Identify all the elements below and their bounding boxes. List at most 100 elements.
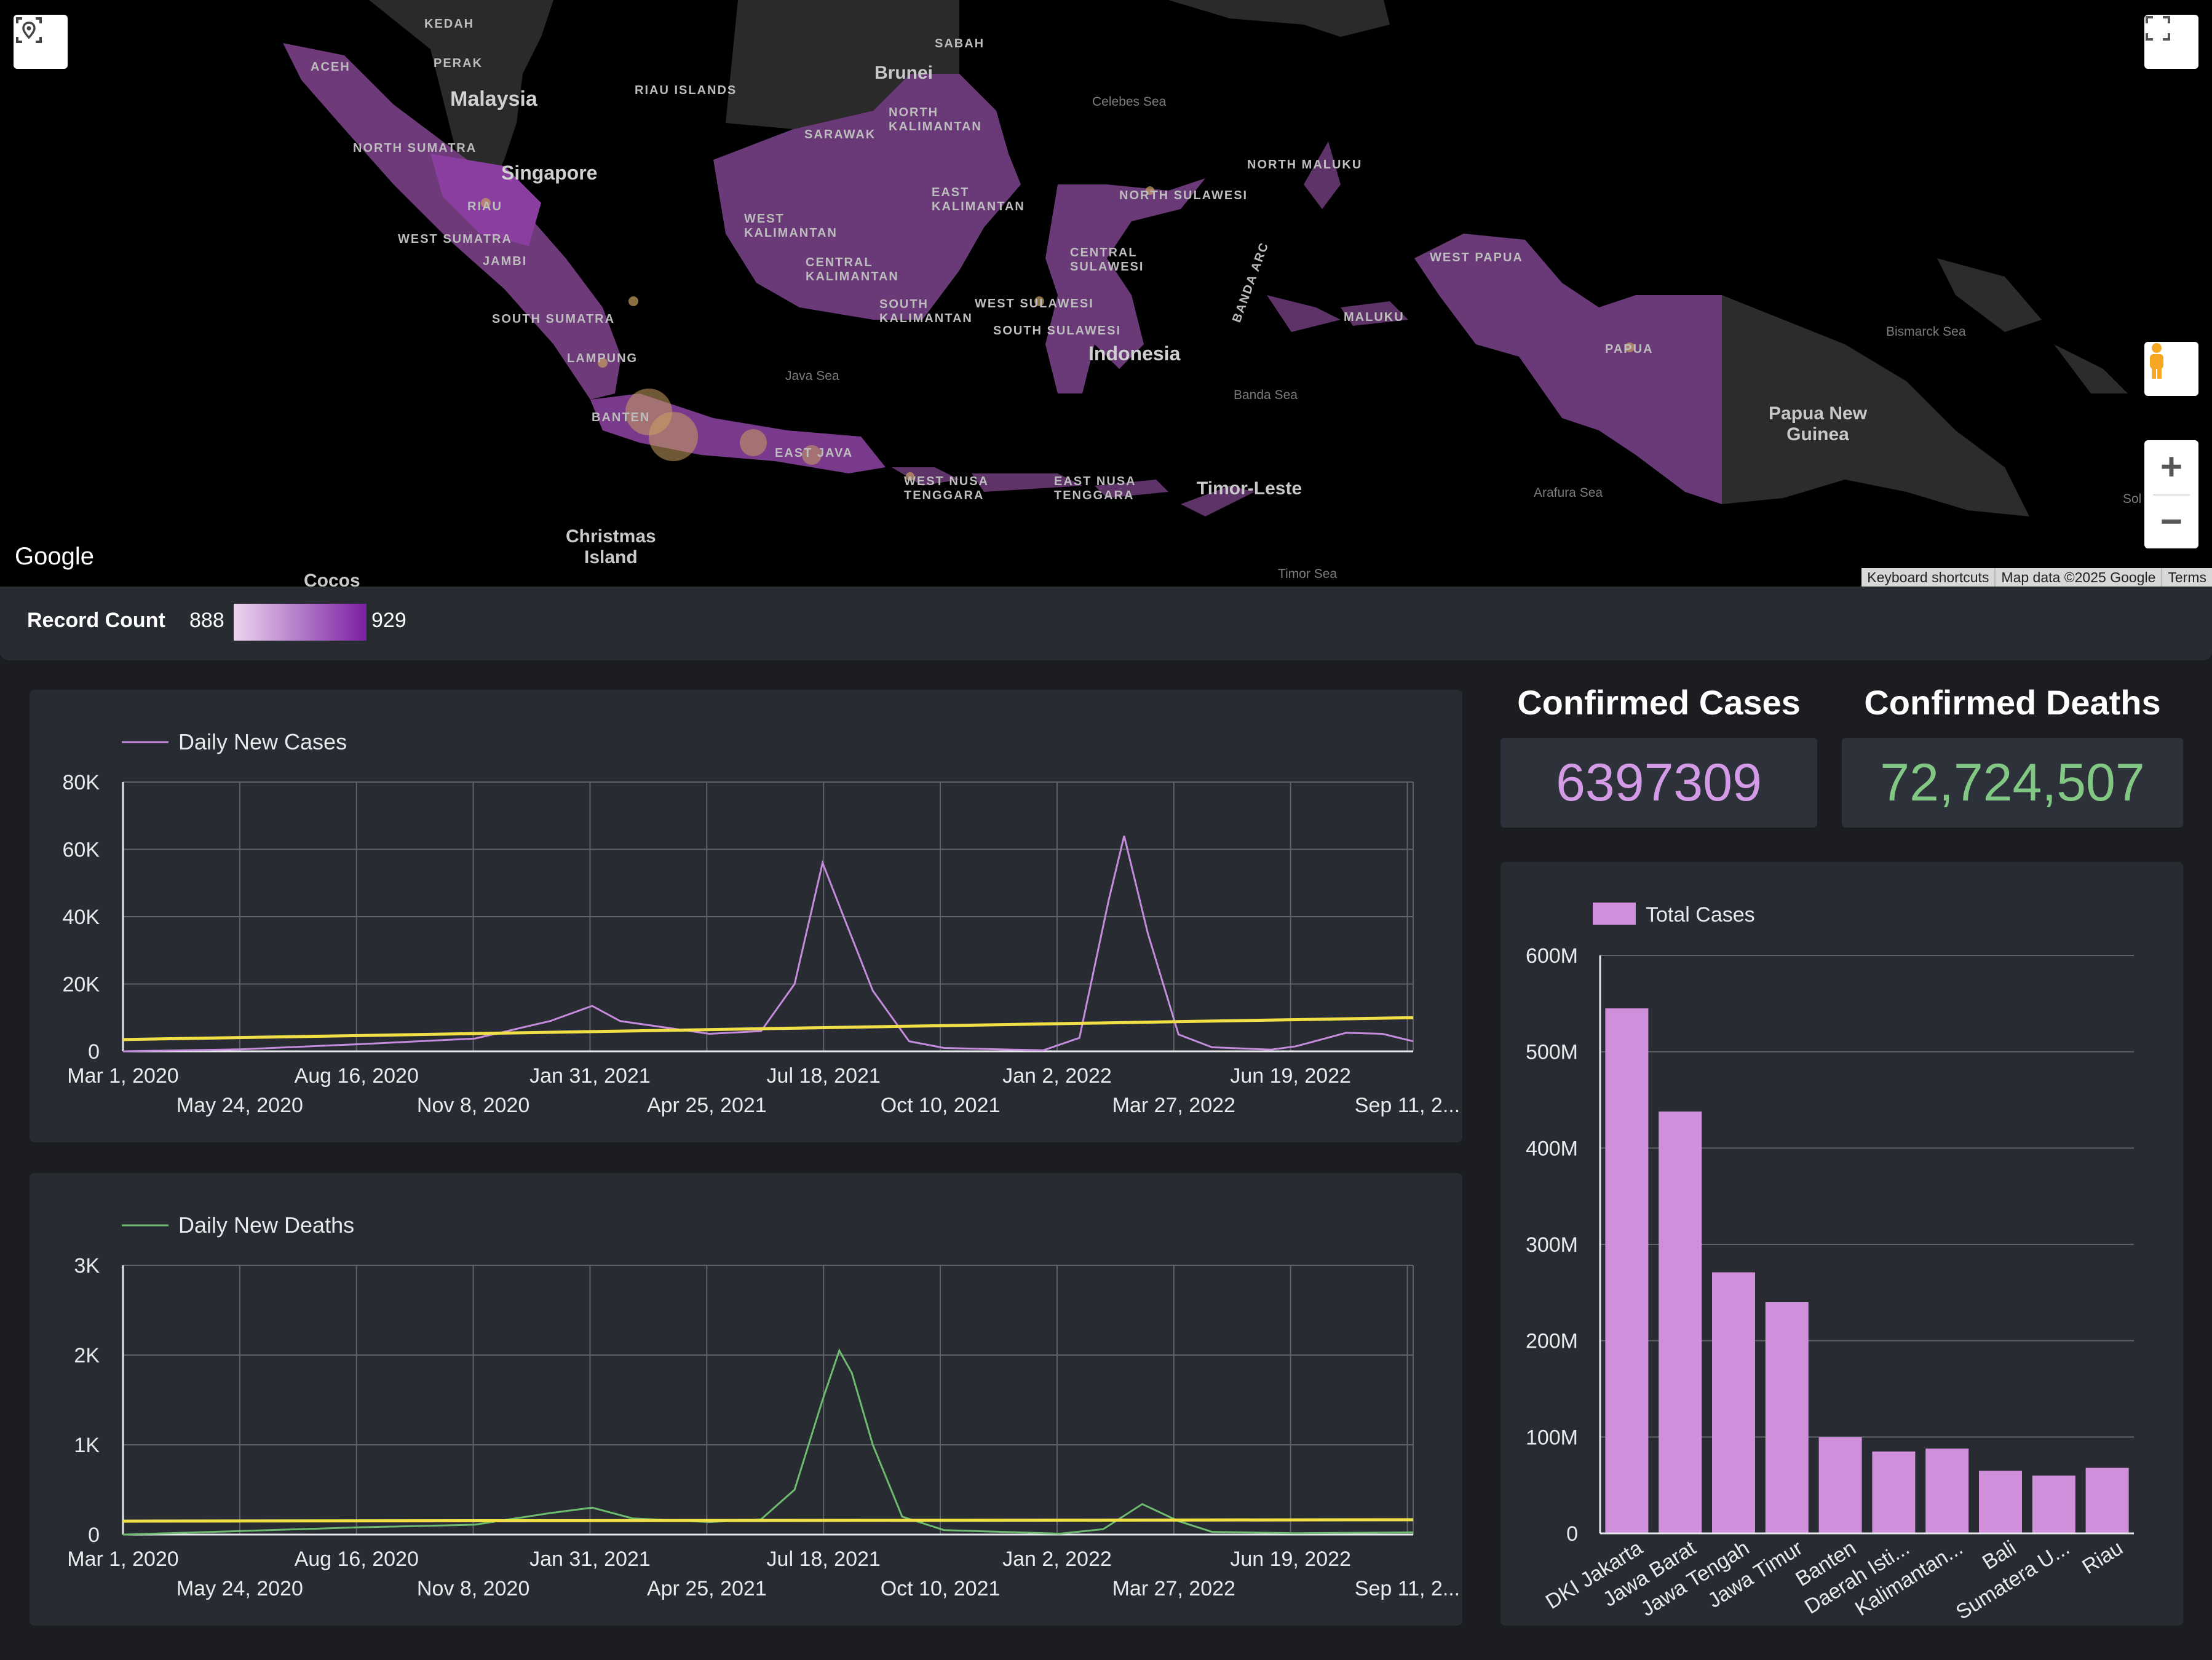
y-tick-label: 100M [1526, 1426, 1578, 1449]
map-label: Bismarck Sea [1886, 325, 1966, 339]
map-label: Celebes Sea [1092, 95, 1167, 109]
y-tick-label: 2K [74, 1344, 100, 1367]
map-label: Arafura Sea [1534, 486, 1603, 500]
y-tick-label: 3K [74, 1254, 100, 1278]
zoom-divider [2153, 494, 2190, 496]
north-borneo-land [726, 0, 959, 129]
x-tick-label: Nov 8, 2020 [417, 1577, 529, 1600]
legend-max: 929 [371, 609, 406, 632]
scorecard-title: Confirmed Deaths [1864, 683, 2161, 722]
papua-land [1414, 234, 1722, 504]
map-label: WEST SUMATRA [398, 232, 512, 246]
pegman-icon [2150, 343, 2163, 379]
zoom-controls: + − [2144, 440, 2198, 548]
street-view-button[interactable] [2144, 342, 2198, 396]
map-label: SARAWAK [804, 128, 876, 141]
map-label: Papua New Guinea [1769, 403, 1868, 445]
x-tick-label: Riau [2078, 1536, 2127, 1579]
bubble-papua [1625, 342, 1635, 352]
confirmed-deaths-scorecard: Confirmed Deaths [1842, 682, 2183, 722]
map-label: Banda Sea [1234, 388, 1298, 402]
map-label: LAMPUNG [567, 352, 638, 365]
keyboard-shortcuts-link[interactable]: Keyboard shortcuts [1867, 569, 1989, 585]
map-label: Java Sea [785, 369, 839, 383]
map-label: BANTEN [592, 411, 651, 424]
total-cases-chart[interactable]: Total Cases600M500M400M300M200M100M0DKI … [1500, 862, 2183, 1626]
map-label: Christmas Island [566, 526, 656, 567]
legend-label: Daily New Cases [178, 729, 347, 754]
borneo-land [713, 74, 1021, 320]
zoom-in-button[interactable]: + [2160, 440, 2182, 494]
y-tick-label: 200M [1526, 1330, 1578, 1353]
map-label: RIAU ISLANDS [635, 84, 737, 97]
bar [1925, 1449, 1969, 1533]
nusa-tenggara-land [892, 467, 1255, 516]
bubble-bandung [649, 412, 698, 461]
png-land [1722, 295, 2029, 516]
x-tick-label: Oct 10, 2021 [881, 1094, 1001, 1117]
x-tick-label: Jul 18, 2021 [767, 1064, 881, 1088]
legend-min: 888 [189, 609, 224, 632]
map-label: CENTRAL KALIMANTAN [806, 256, 899, 283]
y-tick-label: 40K [63, 906, 100, 929]
map-label: Timor-Leste [1197, 478, 1302, 499]
map-label: NORTH KALIMANTAN [889, 106, 982, 133]
map-label: Cocos [304, 571, 360, 587]
x-tick-label: Mar 1, 2020 [67, 1064, 178, 1088]
map-attribution: Keyboard shortcuts Map data ©2025 Google… [1861, 568, 2212, 587]
map-label: SOUTH SUMATRA [492, 312, 616, 326]
bar [2032, 1476, 2075, 1533]
bubble-bali [906, 472, 914, 481]
map-canvas [283, 0, 2212, 516]
fullscreen-button[interactable] [2144, 15, 2198, 69]
daily-cases-panel: Daily New Cases 80K 60K 40K 20K 0 Mar 1, 2020 M… [30, 690, 1462, 1142]
x-tick-label: Jul 18, 2021 [767, 1547, 881, 1571]
x-tick-label: Apr 25, 2021 [647, 1094, 767, 1117]
map-view[interactable]: KEDAH PERAK ACEH Malaysia RIAU ISLANDS B… [0, 0, 2212, 587]
confirmed-cases-value: 6397309 [1500, 738, 1817, 828]
map-data-credit: Map data ©2025 Google [1994, 568, 2161, 587]
y-tick-label: 80K [63, 771, 100, 794]
map-label: EAST JAVA [775, 446, 854, 460]
map-label: Singapore [501, 162, 598, 184]
x-tick-label: Jan 2, 2022 [1002, 1547, 1112, 1571]
map-label: RIAU [467, 200, 502, 213]
map-legend: Record Count 888 929 [0, 587, 2212, 660]
google-logo: Google [15, 543, 94, 570]
pacific-ocean [1783, 0, 2212, 344]
bar [1872, 1451, 1916, 1533]
location-filter-button[interactable] [14, 15, 68, 69]
x-tick-label: Jun 19, 2022 [1230, 1064, 1351, 1088]
map-label: Indonesia [1088, 342, 1181, 365]
bar [1818, 1437, 1862, 1533]
bar [1605, 1008, 1649, 1533]
map-label: MALUKU [1344, 310, 1405, 324]
map-label: Sol [2123, 492, 2142, 506]
terms-link[interactable]: Terms [2161, 568, 2212, 587]
y-tick-label: 0 [1566, 1522, 1578, 1546]
legend-label: Daily New Deaths [178, 1212, 354, 1238]
x-tick-label: Mar 1, 2020 [67, 1547, 178, 1571]
map-label: SABAH [935, 37, 985, 50]
map-label: SOUTH KALIMANTAN [879, 298, 973, 325]
map-label: EAST KALIMANTAN [932, 186, 1025, 213]
zoom-out-button[interactable]: − [2160, 496, 2182, 548]
bubble-semarang [740, 429, 767, 456]
bar [1712, 1272, 1755, 1533]
map-label: KEDAH [424, 17, 475, 31]
series-line [122, 836, 1414, 1053]
y-tick-label: 300M [1526, 1233, 1578, 1257]
map-label: CENTRAL SULAWESI [1070, 246, 1144, 274]
bar [1765, 1302, 1809, 1533]
bubble-makassar [1034, 296, 1044, 306]
sulawesi-land [1045, 178, 1205, 393]
bubble-surabaya [802, 445, 822, 465]
y-tick-label: 500M [1526, 1041, 1578, 1064]
legend-gradient [234, 604, 367, 641]
legend-title: Record Count [27, 609, 165, 632]
map-label: NORTH SUMATRA [353, 141, 477, 155]
total-cases-panel: Total Cases 600M 500M 400M 300M 200M 100M 0 DKI … [1500, 862, 2183, 1626]
y-tick-label: 600M [1526, 944, 1578, 968]
